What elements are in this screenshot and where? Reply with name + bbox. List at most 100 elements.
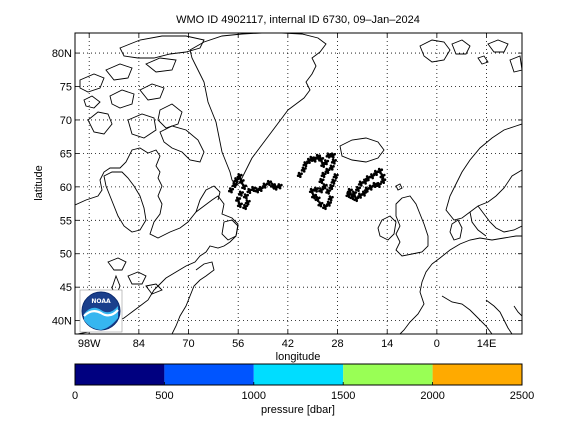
trajectory-point: [308, 161, 311, 164]
trajectory-point: [373, 169, 377, 173]
coast-north-america: [75, 147, 239, 334]
trajectory-point: [352, 194, 356, 198]
y-tick-label: 55: [60, 215, 72, 227]
trajectory-point: [328, 189, 332, 192]
trajectory-point: [246, 190, 250, 194]
trajectory-point: [350, 188, 353, 192]
trajectory-point: [315, 153, 319, 157]
x-tick-label: 14: [381, 338, 393, 350]
coast-greenland: [189, 33, 327, 187]
trajectory-point: [318, 180, 322, 184]
y-tick-label: 40N: [52, 316, 72, 328]
coast-baffin-island: [159, 125, 205, 163]
trajectory-point: [367, 187, 370, 190]
trajectory-point: [332, 175, 336, 179]
trajectory-point: [240, 173, 243, 177]
trajectory-point: [365, 175, 369, 178]
trajectory-point: [355, 199, 359, 203]
trajectory-point: [244, 201, 248, 205]
trajectory-point: [243, 193, 247, 196]
trajectory-point: [322, 165, 326, 168]
trajectory-point: [246, 202, 250, 206]
trajectory-point: [323, 186, 327, 190]
x-tick-label: 42: [282, 338, 294, 350]
trajectory-point: [244, 184, 248, 188]
trajectory-point: [304, 167, 307, 170]
trajectory-point: [316, 199, 320, 203]
coast-ellesmere: [119, 35, 205, 59]
trajectory-point: [328, 195, 332, 198]
trajectory-point: [377, 167, 381, 171]
colorbar-segment: [75, 364, 165, 385]
trajectory-point: [300, 169, 304, 172]
colorbar-tick-label: 1500: [331, 390, 355, 402]
trajectory-point: [369, 188, 373, 191]
trajectory-point: [242, 179, 245, 182]
trajectory-point: [265, 182, 269, 186]
trajectory-point: [354, 191, 358, 194]
trajectory-point: [312, 156, 316, 160]
trajectory-point: [311, 195, 314, 199]
colorbar-frame: [74, 363, 523, 386]
trajectory-point: [248, 199, 251, 203]
y-tick-label: 80N: [52, 48, 72, 60]
trajectory-point: [327, 168, 331, 171]
trajectory-point: [368, 184, 372, 188]
trajectory-point: [240, 202, 243, 206]
trajectory-point: [234, 177, 237, 180]
x-tick-label: 14E: [477, 338, 497, 350]
trajectory-point: [309, 187, 313, 191]
trajectory-point: [329, 155, 333, 158]
trajectory-point: [326, 159, 330, 163]
trajectory-point: [255, 187, 258, 190]
trajectory-point: [367, 178, 370, 182]
trajectory-point: [329, 201, 333, 204]
trajectory-point: [327, 156, 331, 159]
trajectory-point: [364, 182, 367, 185]
trajectory-point: [302, 163, 306, 167]
trajectory-point: [360, 184, 363, 187]
trajectory-point: [369, 175, 372, 179]
trajectory-point: [240, 194, 243, 197]
trajectory-point: [268, 183, 271, 187]
trajectory-point: [331, 158, 335, 162]
x-tick-label: 56: [232, 338, 244, 350]
trajectory-point: [301, 166, 305, 170]
colorbar-tick-label: 0: [72, 390, 78, 402]
trajectory-point: [373, 172, 376, 175]
trajectory-point: [316, 187, 320, 190]
trajectory-point: [321, 185, 325, 189]
trajectory-point: [321, 187, 325, 191]
trajectory-point: [357, 189, 360, 193]
trajectory-point: [319, 177, 322, 181]
colorbar-segment: [253, 364, 344, 385]
trajectory-point: [364, 177, 368, 181]
colorbar-tick-label: 2500: [510, 390, 534, 402]
trajectory-point: [304, 164, 308, 168]
trajectory-point: [314, 156, 318, 159]
trajectory-point: [306, 160, 309, 163]
x-tick-label: 28: [331, 338, 343, 350]
coast-scandinavia: [445, 123, 522, 221]
trajectory-point: [371, 176, 374, 180]
trajectory-point: [323, 161, 326, 165]
trajectory-point: [274, 188, 278, 191]
y-tick-label: 45: [60, 282, 72, 294]
noaa-logo-text: NOAA: [91, 298, 111, 305]
x-axis-label: longitude: [276, 351, 321, 363]
trajectory-point: [227, 189, 231, 193]
trajectory-point: [376, 170, 380, 173]
trajectory-point: [329, 183, 332, 187]
trajectory-point: [313, 160, 317, 163]
trajectory-point: [333, 162, 336, 165]
trajectory-point: [326, 200, 330, 204]
coast-europe: [399, 235, 522, 334]
trajectory-point: [371, 185, 374, 188]
trajectory-point: [318, 201, 321, 204]
trajectory-point: [318, 159, 321, 162]
trajectory-point: [381, 177, 384, 181]
trajectory-point: [266, 179, 270, 183]
trajectory-point: [321, 178, 325, 182]
trajectory-point: [315, 190, 318, 193]
trajectory-point: [228, 187, 232, 190]
